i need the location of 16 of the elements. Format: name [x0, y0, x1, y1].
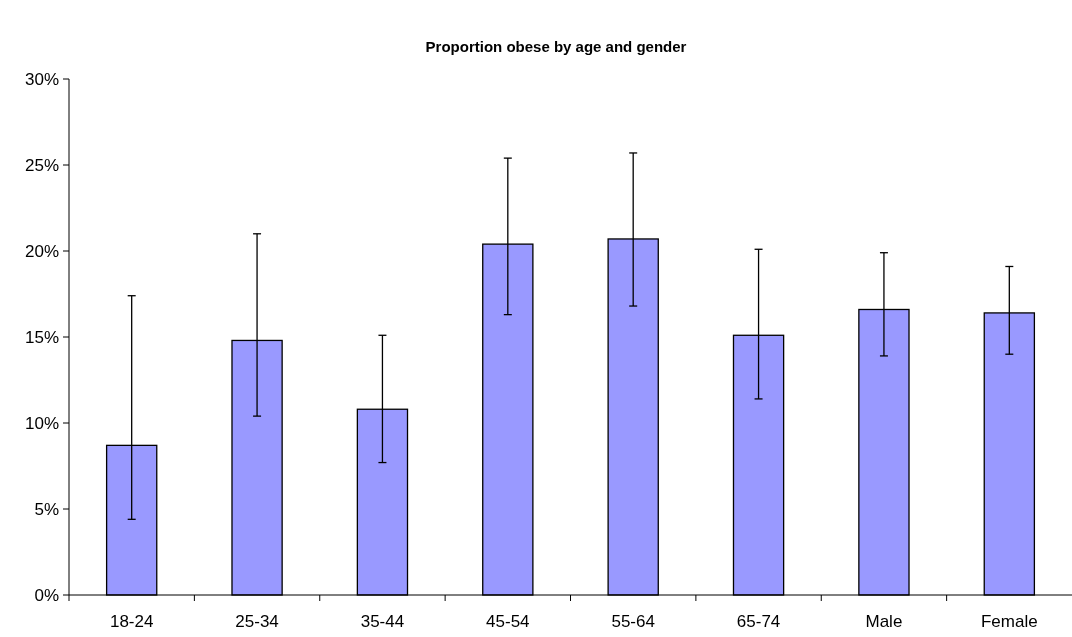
y-tick-label: 15% — [24, 327, 59, 347]
y-tick-label: 25% — [24, 155, 59, 175]
x-tick-label: Male — [865, 612, 903, 631]
x-tick-label: 18-24 — [109, 612, 154, 631]
chart-title: Proportion obese by age and gender — [425, 38, 687, 55]
y-tick-label: 10% — [24, 413, 59, 433]
x-tick-label: 35-44 — [360, 612, 405, 631]
y-tick-label: 5% — [34, 499, 59, 519]
y-tick-label: 20% — [24, 241, 59, 261]
y-tick-label: 30% — [24, 69, 59, 89]
x-tick-label: 65-74 — [736, 612, 781, 631]
x-tick-label: 25-34 — [235, 612, 279, 631]
x-tick-label: 45-54 — [486, 612, 530, 631]
x-tick-label: Female — [980, 612, 1038, 631]
y-tick-label: 0% — [34, 585, 59, 605]
x-tick-label: 55-64 — [611, 612, 655, 631]
